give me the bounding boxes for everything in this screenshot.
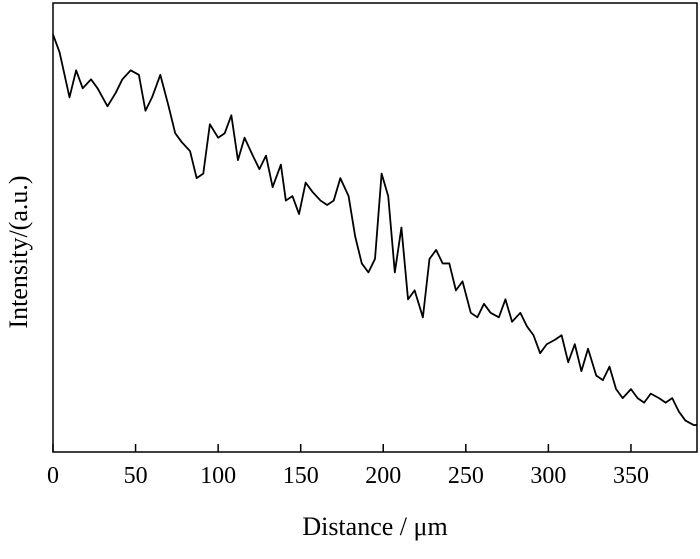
x-tick-label: 350 (613, 463, 649, 489)
x-axis-label: Distance / μm (302, 512, 447, 541)
y-axis-label: Intensity/(a.u.) (4, 175, 33, 328)
x-tick-label: 100 (200, 463, 236, 489)
x-tick-label: 150 (283, 463, 319, 489)
x-tick-label: 50 (124, 463, 148, 489)
series-line-0 (52, 34, 697, 426)
plot-frame (52, 2, 698, 453)
x-tick-label: 200 (365, 463, 401, 489)
x-tick-label: 300 (530, 463, 566, 489)
x-tick-label: 0 (47, 463, 59, 489)
x-tick-label: 250 (448, 463, 484, 489)
